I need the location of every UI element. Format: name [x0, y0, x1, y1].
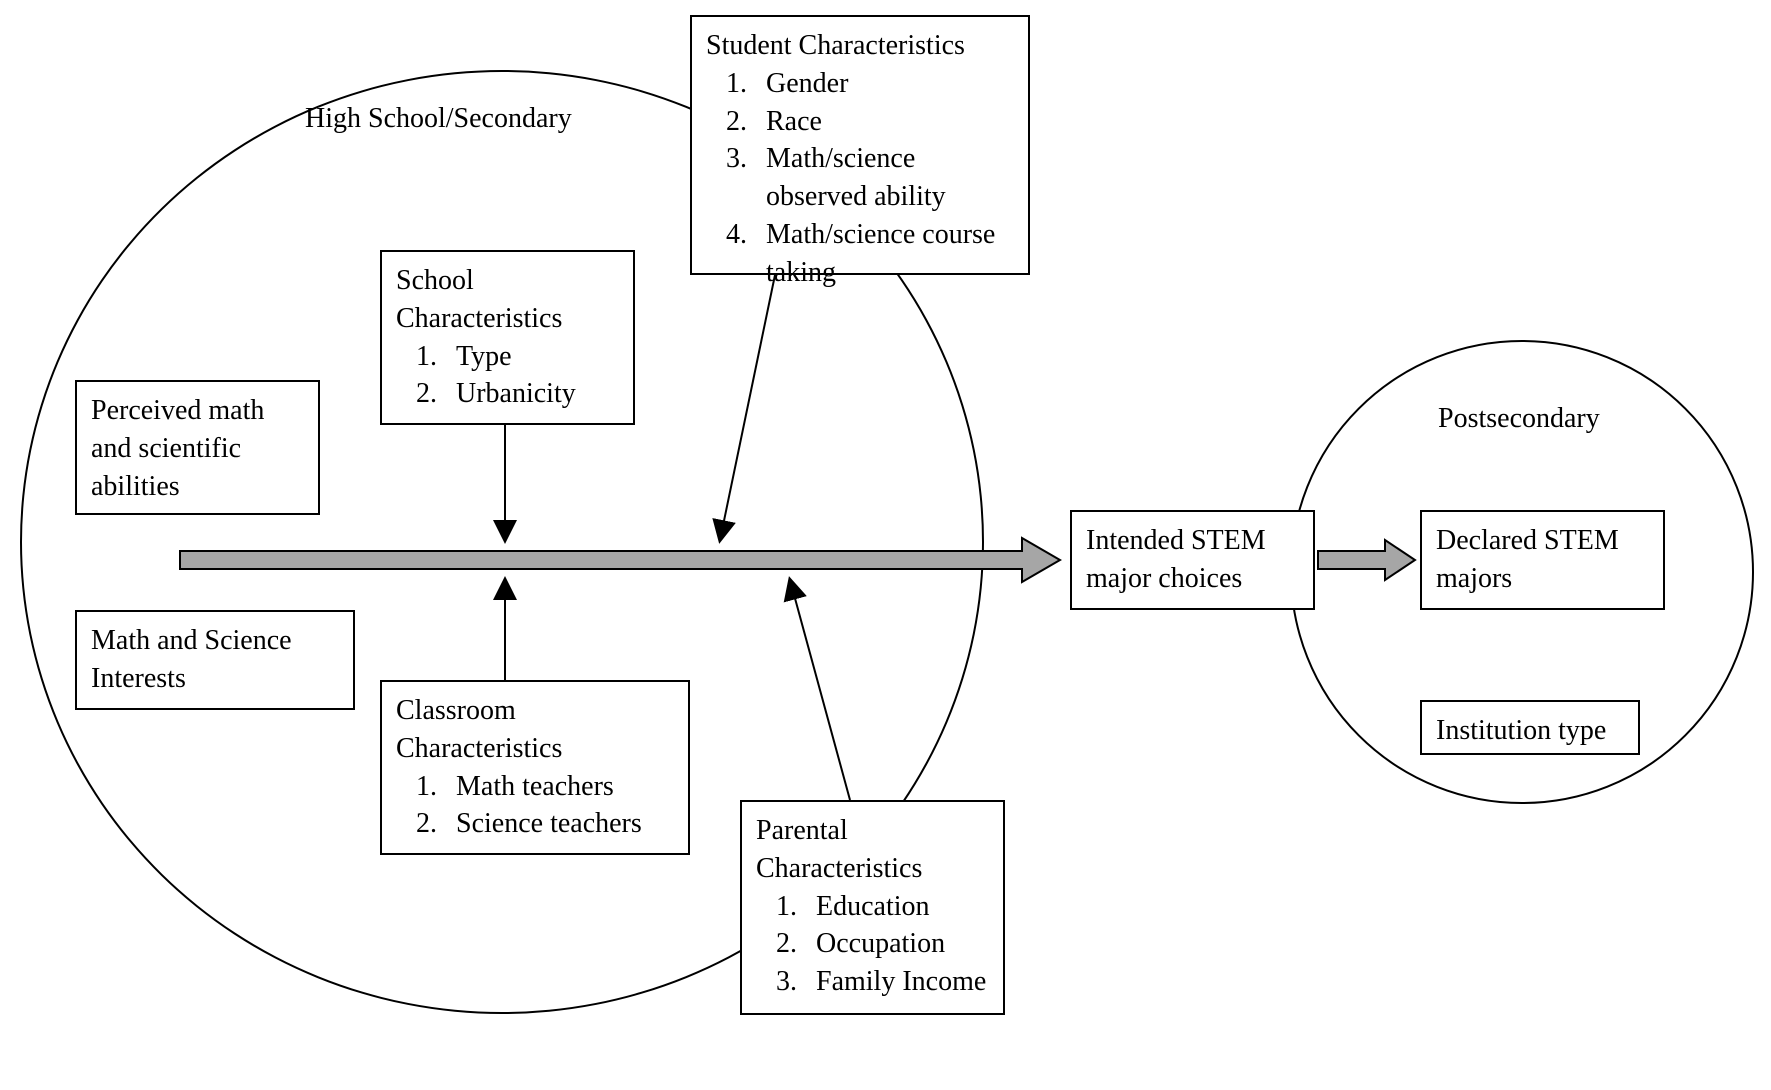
box-classroom-characteristics: Classroom Characteristics Math teachers … [380, 680, 690, 855]
box-interests: Math and Science Interests [75, 610, 355, 710]
list-item: Math/science observed ability [754, 140, 1014, 216]
student-char-title: Student Characteristics [706, 27, 1014, 65]
interests-text: Math and Science Interests [91, 622, 339, 698]
list-item: Type [444, 338, 619, 376]
classroom-char-list: Math teachers Science teachers [396, 768, 674, 844]
list-item: Science teachers [444, 805, 674, 843]
list-item: Family Income [804, 963, 989, 1001]
highschool-label: High School/Secondary [305, 100, 572, 138]
box-student-characteristics: Student Characteristics Gender Race Math… [690, 15, 1030, 275]
list-item: Gender [754, 65, 1014, 103]
box-intended-stem: Intended STEM major choices [1070, 510, 1315, 610]
list-item: Urbanicity [444, 375, 619, 413]
list-item: Occupation [804, 925, 989, 963]
diagram-canvas: High School/Secondary Postsecondary Perc… [0, 0, 1771, 1090]
box-institution-type: Institution type [1420, 700, 1640, 755]
declared-text: Declared STEM majors [1436, 522, 1649, 598]
box-school-characteristics: School Characteristics Type Urbanicity [380, 250, 635, 425]
school-char-list: Type Urbanicity [396, 338, 619, 414]
box-parental-characteristics: Parental Characteristics Education Occup… [740, 800, 1005, 1015]
box-declared-stem: Declared STEM majors [1420, 510, 1665, 610]
classroom-char-title: Classroom Characteristics [396, 692, 674, 768]
student-char-list: Gender Race Math/science observed abilit… [706, 65, 1014, 292]
intended-text: Intended STEM major choices [1086, 522, 1299, 598]
institution-text: Institution type [1436, 712, 1624, 750]
postsecondary-label: Postsecondary [1438, 400, 1600, 438]
list-item: Education [804, 888, 989, 926]
list-item: Math/science course taking [754, 216, 1014, 292]
school-char-title: School Characteristics [396, 262, 619, 338]
list-item: Race [754, 103, 1014, 141]
parental-char-title: Parental Characteristics [756, 812, 989, 888]
list-item: Math teachers [444, 768, 674, 806]
parental-char-list: Education Occupation Family Income [756, 888, 989, 1001]
box-perceived-abilities: Perceived math and scientific abilities [75, 380, 320, 515]
perceived-text: Perceived math and scientific abilities [91, 392, 304, 505]
